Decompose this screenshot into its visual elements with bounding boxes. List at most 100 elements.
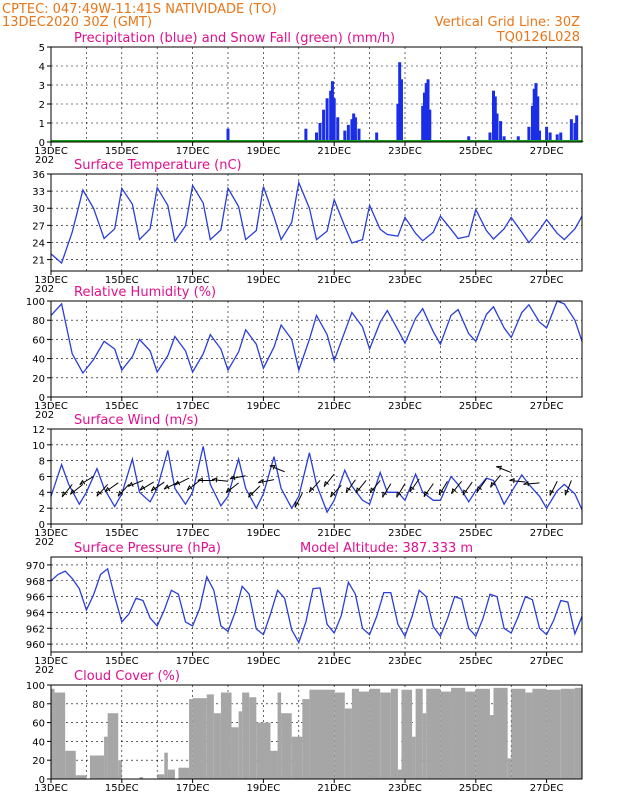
x-tick-label: 23DEC <box>388 401 422 412</box>
cloud-cover-bar <box>213 713 221 779</box>
panel-title: Relative Humidity (%) <box>74 285 216 300</box>
y-tick-label: 40 <box>32 737 45 748</box>
header-date: 13DEC2020 30Z (GMT) <box>2 15 152 30</box>
x-tick-label: 23DEC <box>388 146 422 157</box>
panel-frame <box>50 684 583 780</box>
panel-frame <box>50 173 583 272</box>
y-tick-label: 0 <box>39 138 45 149</box>
x-tick-label: 15DEC <box>105 275 139 286</box>
wind-arrow-head <box>79 479 86 486</box>
wind-arrow <box>564 480 572 496</box>
wind-arrow-head <box>496 465 503 471</box>
precip-bar <box>399 79 403 142</box>
wind-arrow <box>438 480 448 496</box>
cloud-cover-bar <box>369 688 381 779</box>
precip-bar <box>573 123 577 142</box>
precip-bar <box>532 88 536 142</box>
cloud-cover-bar <box>291 736 303 779</box>
cloud-cover-bar <box>65 750 76 779</box>
x-tick-label: 19DEC <box>247 656 281 667</box>
cloud-cover-bar <box>390 688 398 779</box>
y-tick-label: 40 <box>32 355 45 366</box>
wind-arrow-head <box>248 491 254 498</box>
x-tick-label: 27DEC <box>530 146 564 157</box>
y-tick-label: 20 <box>32 374 45 385</box>
wind-arrow <box>150 481 165 492</box>
wind-arrow <box>186 480 200 491</box>
precip-bar <box>332 98 336 142</box>
x-tick-label: 21DEC <box>317 783 351 794</box>
precip-bar <box>226 128 230 142</box>
wind-arrow <box>225 482 239 494</box>
panel-title: Surface Temperature (nC) <box>74 158 242 173</box>
wind-arrow-head <box>396 491 402 498</box>
cloud-cover-bar <box>532 688 547 779</box>
y-tick-label: 1 <box>39 119 45 130</box>
wind-arrow <box>229 475 246 480</box>
y-tick-label: 2 <box>39 100 45 111</box>
cloud-cover-bar <box>238 711 243 779</box>
cloud-cover-bar <box>380 692 391 779</box>
x-tick-label: 21DEC <box>317 528 351 539</box>
cloud-cover-bar <box>440 691 452 779</box>
x-tick-label: 25DEC <box>459 275 493 286</box>
y-tick-label: 3 <box>39 81 45 92</box>
cloud-cover-bar <box>242 692 250 779</box>
y-tick-label: 24 <box>32 238 45 249</box>
y-tick-label: 5 <box>39 43 45 54</box>
x-tick-label: 25DEC <box>459 528 493 539</box>
x-tick-label: 15DEC <box>105 146 139 157</box>
wind-arrow <box>330 484 342 498</box>
x-year-label: 202 <box>35 284 54 295</box>
precip-bar <box>467 136 471 142</box>
wind-arrow-head <box>423 490 429 497</box>
wind-arrow-head <box>139 485 146 491</box>
precip-bar <box>538 130 542 142</box>
x-tick-label: 21DEC <box>317 656 351 667</box>
wind-arrow-head <box>197 477 203 483</box>
x-tick-label: 27DEC <box>530 275 564 286</box>
precip-bar <box>493 96 497 142</box>
x-tick-label: 27DEC <box>530 401 564 412</box>
x-tick-label: 23DEC <box>388 656 422 667</box>
wind-arrow-head <box>186 485 193 491</box>
y-tick-label: 964 <box>26 608 45 619</box>
precip-bar <box>548 132 552 142</box>
x-tick-label: 13DEC <box>34 146 68 157</box>
panel-annotation: Model Altitude: 387.333 m <box>300 541 473 556</box>
wind-arrow-head <box>117 490 124 497</box>
series-line <box>50 180 583 265</box>
y-tick-label: 100 <box>26 297 45 308</box>
cloud-cover-bar <box>560 688 575 779</box>
panel-4: 0 2 4 6 8 10 12 13DEC 15DEC 17DEC 19DEC 21DEC 23DEC 2… <box>32 413 583 548</box>
cloud-cover-bar <box>189 699 193 779</box>
precip-bar <box>527 126 531 142</box>
cloud-cover-bar <box>164 752 168 779</box>
y-tick-label: 80 <box>32 316 45 327</box>
panel-frame <box>50 428 583 525</box>
cloud-cover-bar <box>54 692 66 779</box>
x-tick-label: 17DEC <box>176 146 210 157</box>
x-tick-label: 13DEC <box>34 275 68 286</box>
x-tick-label: 17DEC <box>176 275 210 286</box>
series-line <box>50 567 583 645</box>
x-tick-label: 19DEC <box>247 528 281 539</box>
y-tick-label: 0 <box>39 520 45 531</box>
cloud-cover-bar <box>51 688 55 779</box>
x-tick-label: 15DEC <box>105 656 139 667</box>
x-tick-label: 27DEC <box>530 528 564 539</box>
wind-arrow <box>104 482 119 493</box>
cloud-cover-bar <box>465 691 476 779</box>
precip-bar <box>325 98 329 142</box>
x-tick-label: 25DEC <box>459 783 493 794</box>
wind-arrow <box>549 481 558 496</box>
panel-5: 960 962 964 966 968 970 13DEC 15DEC 17DEC 19DEC 21… <box>26 541 583 676</box>
y-tick-label: 2 <box>39 504 45 515</box>
y-tick-label: 6 <box>39 473 45 484</box>
wind-arrow <box>523 482 540 485</box>
cloud-cover-bar <box>249 697 257 779</box>
precip-bar <box>502 136 506 142</box>
panel-6: 0 20 40 60 80 100 13DEC 15DEC 17DEC 19DEC 21DEC 23D… <box>26 669 583 794</box>
series-line <box>50 300 583 375</box>
wind-arrow <box>139 481 154 491</box>
